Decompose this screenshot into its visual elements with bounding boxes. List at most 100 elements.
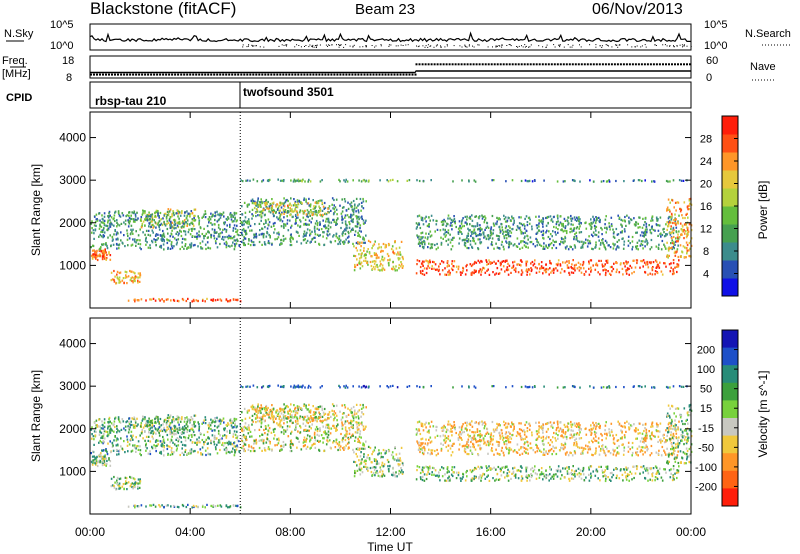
power-point — [294, 207, 297, 210]
power-point — [319, 210, 322, 213]
power-point — [204, 234, 206, 237]
velocity-point — [166, 433, 169, 437]
velocity-point — [104, 462, 106, 465]
velocity-point — [222, 441, 224, 445]
velocity-point — [132, 424, 135, 427]
nave-point — [475, 63, 478, 66]
power-point — [319, 234, 321, 237]
power-point — [525, 262, 528, 265]
power-point — [99, 247, 101, 250]
velocity-point — [282, 440, 285, 444]
nave-point — [674, 63, 676, 66]
power-point — [261, 243, 263, 246]
power-point — [371, 255, 373, 258]
noise-search-point — [636, 45, 638, 47]
power-point — [467, 227, 469, 230]
power-point — [485, 259, 487, 262]
velocity-point — [178, 423, 180, 426]
power-point — [630, 218, 633, 222]
velocity-point — [193, 420, 195, 424]
power-point — [280, 243, 282, 246]
noise-panel-frame — [89, 23, 692, 51]
velocity-point — [201, 505, 204, 508]
nave-tick-top: 60 — [706, 55, 718, 67]
power-point — [502, 230, 505, 234]
power-point — [542, 229, 545, 232]
velocity-point — [198, 427, 200, 430]
power-point — [666, 233, 668, 236]
power-point — [612, 247, 615, 250]
power-point — [453, 217, 456, 221]
power-point — [327, 234, 329, 237]
power-point — [447, 271, 449, 274]
power-point — [481, 228, 483, 231]
power-point — [683, 228, 685, 232]
velocity-point — [146, 425, 149, 428]
power-point — [258, 233, 261, 236]
velocity-point — [100, 431, 103, 434]
power-point — [362, 207, 365, 210]
nave-point — [159, 73, 162, 76]
power-point — [525, 245, 527, 248]
power-point — [159, 223, 162, 227]
power-point — [286, 222, 289, 225]
power-point — [145, 236, 147, 239]
power-point — [158, 298, 160, 301]
velocity-point — [181, 416, 183, 419]
velocity-point — [167, 445, 169, 448]
power-point — [415, 272, 418, 275]
nave-point — [213, 73, 216, 76]
velocity-point — [280, 445, 282, 448]
power-point — [167, 239, 169, 242]
velocity-point — [362, 425, 365, 428]
power-point — [203, 235, 205, 238]
power-point — [103, 251, 106, 254]
velocity-point — [186, 420, 188, 423]
power-point — [287, 229, 290, 232]
power-point — [612, 267, 615, 271]
velocity-point — [147, 439, 150, 442]
velocity-point — [359, 403, 362, 407]
power-point — [636, 259, 639, 262]
power-point — [500, 262, 502, 265]
power-point — [358, 203, 361, 206]
noise-search-point — [418, 45, 420, 47]
power-point — [445, 234, 447, 237]
power-point — [548, 273, 550, 276]
noise-search-point — [468, 44, 470, 46]
power-point — [428, 242, 430, 245]
power-point — [566, 245, 568, 248]
power-point — [364, 241, 366, 244]
power-point — [544, 268, 547, 271]
power-point — [440, 220, 443, 224]
power-point — [337, 242, 339, 246]
power-point — [332, 213, 335, 216]
power-point — [419, 242, 422, 245]
power-point — [131, 230, 133, 233]
velocity-point — [158, 426, 161, 429]
power-point — [629, 264, 631, 267]
velocity-point — [333, 424, 335, 427]
power-point — [171, 247, 174, 250]
velocity-point — [324, 431, 326, 434]
velocity-point — [181, 431, 184, 434]
noise-search-point — [580, 46, 582, 48]
power-point — [294, 200, 297, 203]
power-point — [651, 273, 654, 276]
power-point — [299, 218, 301, 222]
velocity-point — [183, 453, 185, 456]
power-point — [181, 245, 184, 248]
power-point — [677, 222, 679, 225]
power-point — [297, 224, 299, 227]
power-point — [564, 237, 567, 240]
nave-point — [135, 73, 138, 76]
power-point — [142, 231, 144, 234]
power-point — [539, 220, 541, 223]
velocity-point — [118, 482, 121, 485]
power-point — [608, 179, 610, 182]
noise-search-point — [314, 45, 316, 46]
power-point — [358, 253, 360, 256]
power-point — [464, 242, 467, 245]
noise-search-point — [338, 46, 340, 48]
velocity-point — [269, 440, 271, 444]
